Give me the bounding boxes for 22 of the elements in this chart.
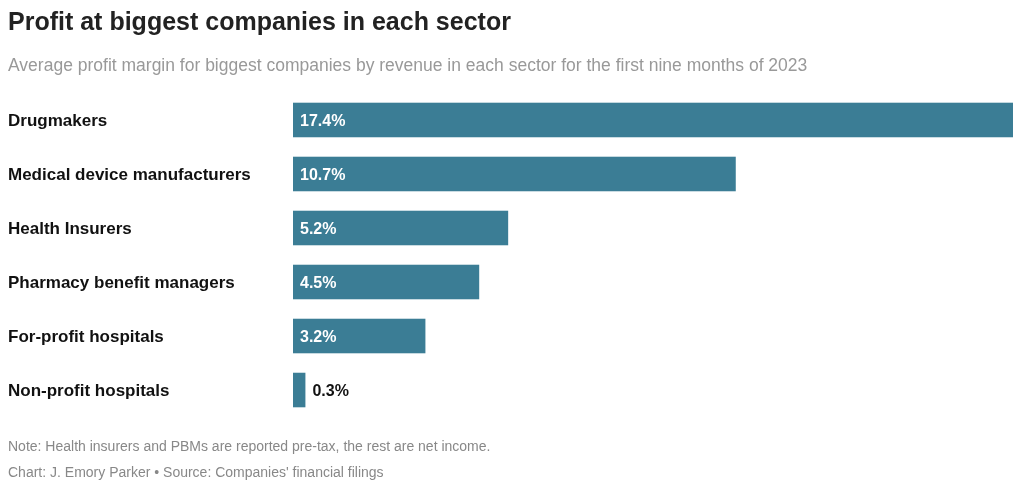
bar xyxy=(293,264,480,300)
data-label: 17.4% xyxy=(300,111,346,129)
y-tick-label: Medical device manufacturers xyxy=(8,164,251,184)
y-tick-label: Non-profit hospitals xyxy=(8,380,170,400)
bar xyxy=(293,156,736,192)
data-label: 3.2% xyxy=(300,327,337,345)
bar xyxy=(293,318,426,354)
chart-title: Profit at biggest companies in each sector xyxy=(8,7,512,35)
data-label: 10.7% xyxy=(300,165,346,183)
text: Note: Health insurers and PBMs are reported pre-tax, the rest are net income. xyxy=(8,438,491,454)
bar xyxy=(293,210,509,246)
bar xyxy=(293,372,306,408)
y-tick-label: Drugmakers xyxy=(8,110,108,130)
text: Chart: J. Emory Parker • Source: Companies' financial filings xyxy=(8,464,384,480)
chart-subtitle: Average profit margin for biggest companies by revenue in each sector for the first nine months of 2023 xyxy=(8,55,808,75)
y-tick-label: Pharmacy benefit managers xyxy=(8,272,235,292)
data-label: 0.3% xyxy=(312,381,349,399)
data-label: 5.2% xyxy=(300,219,337,237)
bar xyxy=(293,102,1013,138)
data-label: 4.5% xyxy=(300,273,337,291)
y-tick-label: For-profit hospitals xyxy=(8,326,164,346)
y-tick-label: Health Insurers xyxy=(8,218,132,238)
